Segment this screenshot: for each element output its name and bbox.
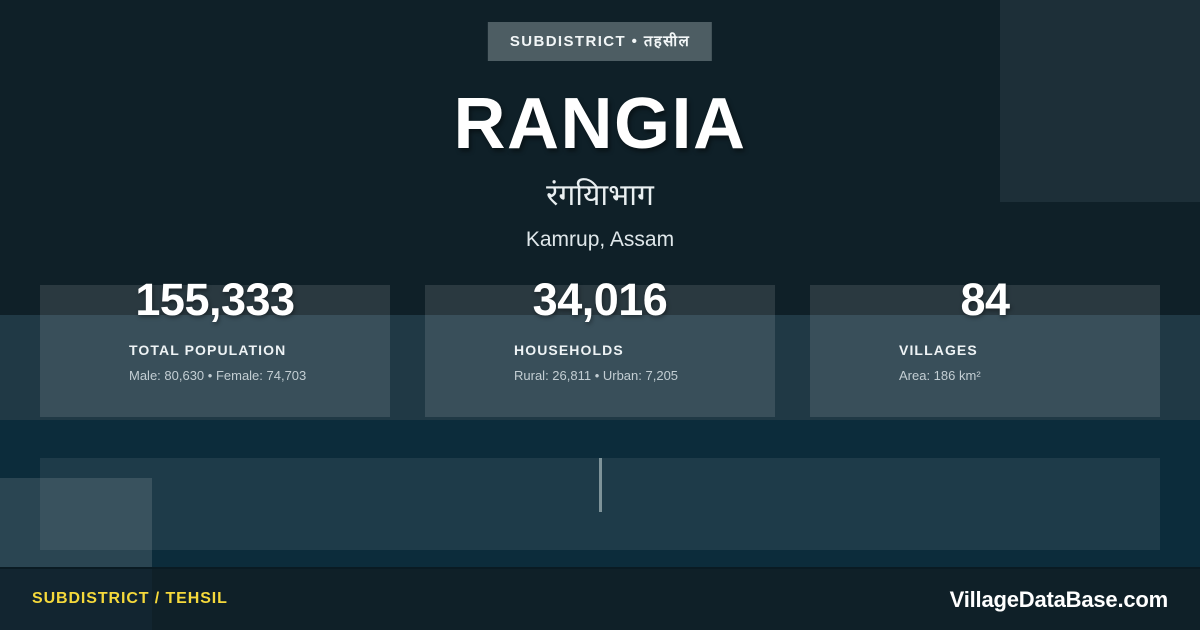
header-block: RANGIA रंगयिाभाग Kamrup, Assam [0, 88, 1200, 250]
stat-card-villages: 84 VILLAGES Area: 186 km² [810, 277, 1160, 417]
page-title-native: रंगयिाभाग [546, 179, 654, 212]
stats-row: 155,333 TOTAL POPULATION Male: 80,630 • … [40, 277, 1160, 417]
stat-sublabel: Male: 80,630 • Female: 74,703 [129, 368, 307, 383]
background-footer [0, 567, 1200, 630]
page-title: RANGIA [453, 84, 747, 164]
stat-label: VILLAGES [899, 342, 978, 358]
background-stats-band [0, 315, 1200, 420]
stat-sublabel: Area: 186 km² [899, 368, 981, 383]
rural-urban-divider [599, 458, 602, 512]
stat-value: 84 [960, 274, 1010, 325]
stat-label: HOUSEHOLDS [514, 342, 624, 358]
background-footer-left-block [0, 567, 152, 630]
stat-value: 155,333 [135, 274, 295, 325]
background-top-right-panel [1000, 0, 1200, 202]
stat-value: 34,016 [532, 274, 668, 325]
stat-card-total-population: 155,333 TOTAL POPULATION Male: 80,630 • … [40, 277, 390, 417]
footer-category-label: SUBDISTRICT / TEHSIL [32, 590, 228, 607]
page-subtitle-location: Kamrup, Assam [525, 228, 675, 251]
stat-label: TOTAL POPULATION [129, 342, 287, 358]
status-badge: SUBDISTRICT • तहसील [487, 22, 713, 61]
stat-card-households: 34,016 HOUSEHOLDS Rural: 26,811 • Urban:… [425, 277, 775, 417]
footer-divider [0, 567, 1200, 569]
stat-sublabel: Rural: 26,811 • Urban: 7,205 [514, 368, 679, 383]
footer-site-name: VillageDataBase.com [949, 587, 1169, 612]
background-split-left-block [0, 478, 152, 567]
